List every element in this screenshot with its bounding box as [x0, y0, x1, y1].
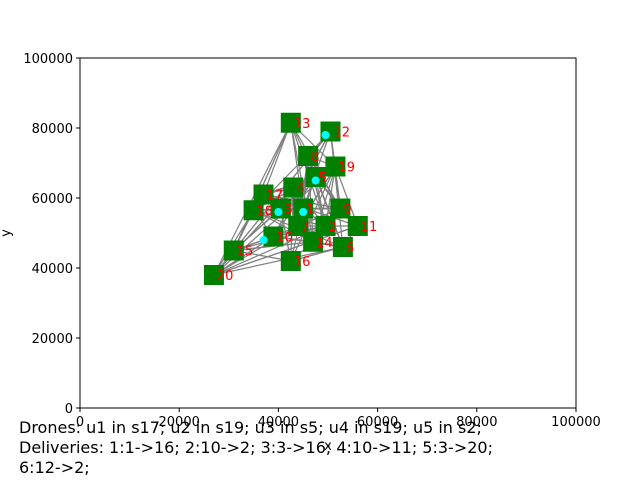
- station-label: 1: [306, 203, 314, 218]
- station-marker: [223, 240, 244, 261]
- x-tick-label: 40000: [258, 415, 299, 430]
- x-axis-label: x: [324, 439, 332, 454]
- caption-deliveries-cont: 6:12->2;: [19, 458, 90, 477]
- station-marker: [243, 200, 264, 221]
- station-label: 17: [267, 189, 284, 204]
- station-marker: [303, 231, 324, 252]
- station-marker: [203, 265, 224, 285]
- station-label: 6: [346, 241, 354, 256]
- station-label: 18: [257, 204, 274, 219]
- x-axis: 0 20000 40000 60000 80000 100000: [76, 408, 601, 430]
- drones: [259, 131, 330, 244]
- station-marker: [315, 216, 336, 236]
- station-marker: [298, 146, 319, 166]
- station-label: 4: [296, 182, 304, 197]
- station-label: 12: [333, 126, 350, 141]
- station-label: 9: [343, 203, 351, 218]
- station-label: 14: [316, 236, 333, 251]
- station-label: 20: [217, 269, 234, 284]
- caption: Drones: u1 in s17; u2 in s19; u3 in s5; …: [19, 418, 629, 478]
- station-label: 16: [294, 255, 311, 270]
- y-axis: 0 20000 40000 60000 80000 100000: [23, 52, 80, 417]
- station-label: 2: [329, 220, 337, 235]
- x-tick-label: 100000: [551, 415, 601, 430]
- drone-marker: [321, 131, 330, 139]
- station-label: 8: [311, 150, 319, 165]
- y-axis-label: y: [0, 229, 14, 237]
- station-marker: [253, 184, 274, 205]
- y-tick-label: 80000: [32, 122, 73, 137]
- station-label: 11: [361, 220, 378, 235]
- caption-deliveries: Deliveries: 1:1->16; 2:10->2; 3:3->16; 4…: [19, 438, 493, 457]
- x-tick-label: 80000: [456, 415, 497, 430]
- route-line: [262, 122, 292, 195]
- y-tick-label: 0: [65, 402, 73, 417]
- plot-frame: [79, 57, 577, 409]
- x-tick-label: 20000: [159, 415, 200, 430]
- station-marker: [347, 216, 368, 236]
- station-label: 5: [319, 171, 327, 186]
- x-tick-label: 0: [76, 415, 84, 430]
- y-tick-label: 40000: [32, 262, 73, 277]
- y-tick-label: 60000: [32, 192, 73, 207]
- drone-marker: [311, 176, 320, 185]
- station-label: 10: [276, 231, 293, 246]
- station-marker: [332, 237, 353, 257]
- station-marker: [283, 177, 304, 198]
- caption-drones: Drones: u1 in s17; u2 in s19; u3 in s5; …: [19, 418, 482, 437]
- station-label: 7: [301, 220, 309, 235]
- station-label: 15: [237, 245, 254, 260]
- station-marker: [325, 156, 346, 177]
- drone-marker: [259, 236, 268, 244]
- station-marker: [280, 112, 301, 133]
- station-marker: [288, 216, 309, 236]
- station-marker: [330, 198, 351, 219]
- x-tick-label: 60000: [357, 415, 398, 430]
- station-label: 3: [284, 203, 292, 218]
- station-marker: [280, 251, 301, 271]
- route-line: [329, 131, 344, 248]
- y-tick-label: 20000: [32, 332, 73, 347]
- drone-marker: [274, 208, 283, 216]
- station-label: 13: [294, 117, 311, 132]
- station-marker: [263, 226, 284, 247]
- drone-marker: [299, 208, 308, 216]
- station-label: 19: [338, 161, 355, 176]
- y-tick-label: 100000: [23, 52, 73, 67]
